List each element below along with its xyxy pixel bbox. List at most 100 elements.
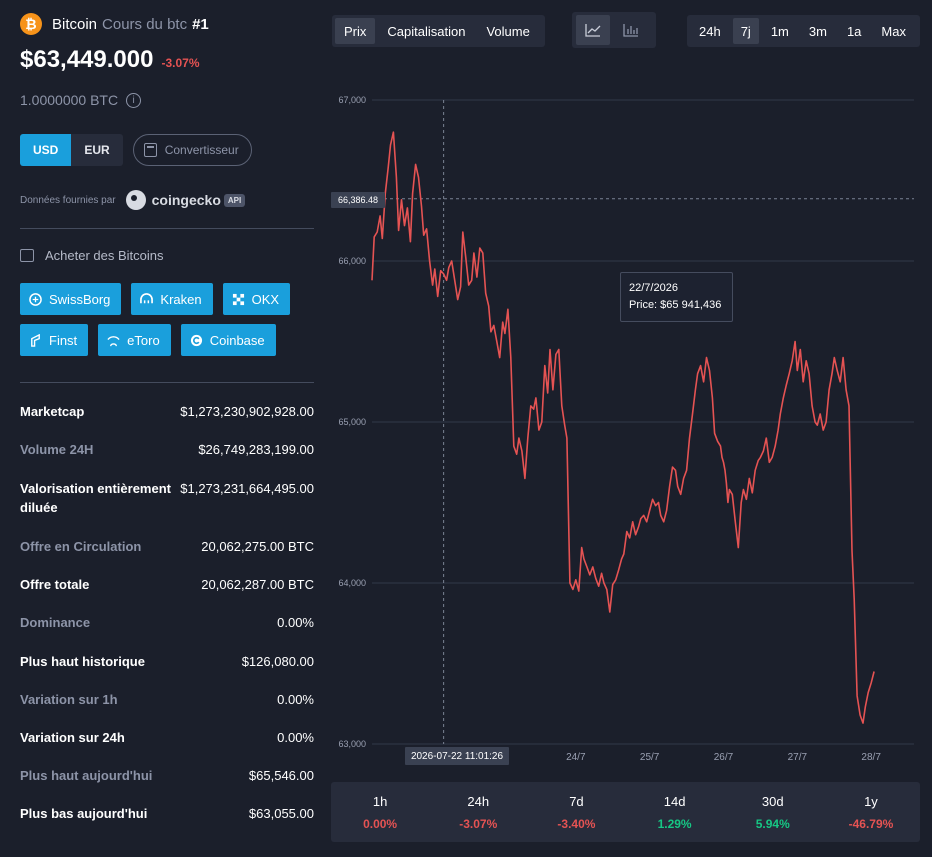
bar-chart-icon <box>623 24 638 37</box>
x-tick-label: 25/7 <box>640 752 660 763</box>
metric-tabs: Prix Capitalisation Volume <box>332 15 545 47</box>
price-row: $63,449.000 -3.07% <box>20 46 314 74</box>
stat-row: Plus haut aujourd'hui $65,546.00 <box>20 757 314 795</box>
stat-label: Offre en Circulation <box>20 539 142 554</box>
tab-prix[interactable]: Prix <box>335 18 376 44</box>
calculator-icon <box>143 143 157 157</box>
info-icon[interactable]: i <box>126 92 142 108</box>
crosshair-time-label: 2026-07-22 11:01:26 <box>405 747 509 765</box>
stats-list: Marketcap $1,273,230,902,928.00 Volume 24H… <box>20 393 314 833</box>
performance-period: 1y <box>864 793 878 809</box>
performance-cell: 1y -46.79% <box>822 782 920 842</box>
performance-summary: 1h 0.00% 24h -3.07% 7d -3.40% 14d 1.29% 30d 5.94%… <box>331 782 920 842</box>
exchange-label: Kraken <box>160 291 202 307</box>
stat-value: $1,273,230,902,928.00 <box>180 404 314 419</box>
data-provider: Données fournies par coingecko API <box>20 190 314 210</box>
range-1a[interactable]: 1a <box>846 23 862 39</box>
x-tick-label: 28/7 <box>861 752 881 763</box>
exchange-button-finst[interactable]: Finst <box>20 324 89 356</box>
stat-label: Variation sur 1h <box>20 692 118 707</box>
performance-change: -3.07% <box>459 816 498 831</box>
stat-label: Offre totale <box>20 577 90 592</box>
stat-label: Marketcap <box>20 404 85 419</box>
performance-change: 1.29% <box>657 816 692 831</box>
currency-eur-button[interactable]: EUR <box>71 134 123 166</box>
exchange-label: SwissBorg <box>49 291 111 307</box>
exchange-button-swissborg[interactable]: SwissBorg <box>20 283 122 315</box>
exchange-label: Coinbase <box>209 332 265 348</box>
tooltip-date: 22/7/2026 <box>629 282 678 294</box>
exchange-button-kraken[interactable]: Kraken <box>131 283 213 315</box>
coinbase-icon <box>190 334 202 346</box>
coin-rank: #1 <box>192 15 209 33</box>
stat-value: 0.00% <box>277 730 314 745</box>
stat-value: $65,546.00 <box>248 768 314 783</box>
stat-row: Variation sur 24h 0.00% <box>20 719 314 757</box>
provider-name[interactable]: coingecko <box>151 192 221 208</box>
x-tick-label: 26/7 <box>714 752 734 763</box>
range-1m[interactable]: 1m <box>770 23 789 39</box>
y-tick-label: 64,000 <box>338 578 366 588</box>
chart-type-toggle <box>572 12 656 48</box>
tab-volume[interactable]: Volume <box>486 23 530 39</box>
cart-icon <box>20 249 34 262</box>
stat-value: 20,062,275.00 BTC <box>201 539 314 554</box>
unit-row: 1.0000000 BTC i <box>20 92 314 108</box>
coin-info-panel: ₿ Bitcoin Cours du btc #1 $63,449.000 -3… <box>20 12 314 833</box>
price-series-line <box>371 131 875 724</box>
okx-icon <box>232 293 244 305</box>
line-chart-button[interactable] <box>576 15 610 45</box>
stat-value: $126,080.00 <box>241 654 314 669</box>
divider <box>20 382 314 383</box>
performance-period: 7d <box>569 793 584 809</box>
performance-period: 14d <box>663 793 686 809</box>
range-24h[interactable]: 24h <box>699 23 721 39</box>
range-max[interactable]: Max <box>881 23 906 39</box>
x-tick-label: 24/7 <box>566 752 586 763</box>
stat-label: Variation sur 24h <box>20 730 125 745</box>
bar-chart-button[interactable] <box>614 15 648 45</box>
unit-amount: 1.0000000 BTC <box>20 92 119 108</box>
y-tick-label: 67,000 <box>338 95 366 105</box>
exchange-button-etoro[interactable]: eToro <box>98 324 171 356</box>
performance-period: 24h <box>467 793 490 809</box>
exchange-label: Finst <box>49 332 78 348</box>
tab-capitalisation[interactable]: Capitalisation <box>387 23 466 39</box>
stat-row: Marketcap $1,273,230,902,928.00 <box>20 393 314 431</box>
line-chart-icon <box>585 24 601 37</box>
stat-row: Offre en Circulation 20,062,275.00 BTC <box>20 528 314 566</box>
buy-heading: Acheter des Bitcoins <box>20 248 314 263</box>
time-range-selector: 24h 7j 1m 3m 1a Max <box>687 15 920 47</box>
performance-change: -46.79% <box>848 816 894 831</box>
stat-value: 0.00% <box>277 615 314 630</box>
range-7j[interactable]: 7j <box>732 18 759 44</box>
exchange-button-coinbase[interactable]: Coinbase <box>180 324 276 356</box>
converter-button[interactable]: Convertisseur <box>132 134 252 166</box>
stat-row: Volume 24H $26,749,283,199.00 <box>20 431 314 470</box>
performance-cell: 30d 5.94% <box>724 782 822 842</box>
exchange-label: eToro <box>127 332 160 348</box>
coin-header: ₿ Bitcoin Cours du btc #1 <box>20 12 314 36</box>
stat-label: Dominance <box>20 615 91 630</box>
stat-label: Volume 24H <box>20 442 94 457</box>
range-3m[interactable]: 3m <box>808 23 827 39</box>
exchange-button-okx[interactable]: OKX <box>222 283 291 315</box>
stat-value: 20,062,287.00 BTC <box>201 577 314 592</box>
performance-cell: 14d 1.29% <box>626 782 724 842</box>
performance-change: 5.94% <box>755 816 790 831</box>
stat-value: $63,055.00 <box>248 806 314 821</box>
performance-period: 1h <box>372 793 388 809</box>
currency-usd-button[interactable]: USD <box>20 134 72 166</box>
kraken-icon <box>140 292 154 303</box>
stat-value: 0.00% <box>277 692 314 707</box>
stat-row: Variation sur 1h 0.00% <box>20 681 314 719</box>
finst-icon <box>31 333 40 347</box>
y-tick-label: 66,000 <box>338 256 366 266</box>
bitcoin-logo-icon: ₿ <box>20 13 42 35</box>
price-chart[interactable]: 67,000 66,000 65,000 64,000 63,000 24/7 25/7 26… <box>320 80 920 770</box>
performance-period: 30d <box>761 793 784 809</box>
current-price: $63,449.000 <box>20 46 154 73</box>
stat-row: Valorisation entièrement diluée $1,273,23… <box>20 470 314 528</box>
stat-value: $1,273,231,664,495.00 <box>180 481 314 496</box>
